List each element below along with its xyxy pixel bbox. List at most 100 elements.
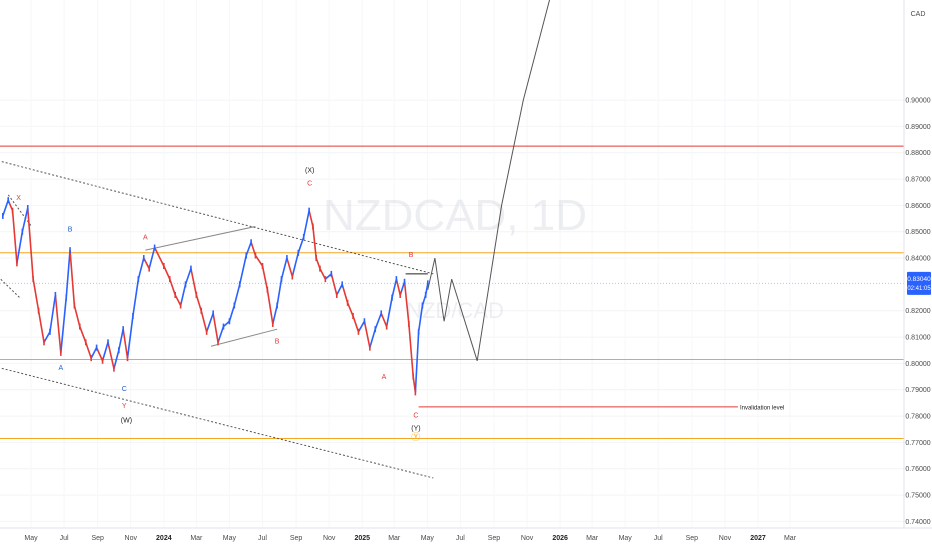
price-candle [302,234,305,241]
channel-trendline[interactable] [0,367,434,479]
price-candle [308,207,310,214]
price-segment [16,231,24,264]
projection-path[interactable] [427,0,551,361]
price-candle [54,291,57,298]
small-wedge-trendline[interactable] [0,277,20,298]
price-segment [417,305,424,332]
time-tick-label: May [223,535,237,542]
wedge-trendline[interactable] [210,328,278,347]
price-segment [122,329,129,359]
price-segment [37,310,45,343]
price-candle [233,302,236,309]
price-segment [217,326,225,343]
price-segment [403,281,410,324]
wave-label: (W) [121,418,132,425]
price-candle [427,280,429,287]
price-candle [113,365,115,372]
price-segment [190,268,198,296]
price-candle [385,323,388,330]
time-tick-label: Jul [258,535,267,542]
price-candle [254,252,257,259]
price-segment [324,273,332,280]
price-candle [168,276,171,283]
wedge-trendline[interactable] [145,225,256,251]
price-candle [142,255,145,262]
time-tick-label: May [24,535,38,542]
price-candle [32,276,34,283]
price-candle [380,310,383,317]
price-candle [315,255,317,262]
price-segment [414,331,420,393]
small-wedge-trendline[interactable] [7,194,32,227]
price-segment [153,247,165,267]
price-candle [395,276,398,283]
price-series [2,197,429,396]
countdown-timer: 02:41:05 [907,286,931,292]
price-candle [217,339,219,346]
price-segment [84,342,92,359]
price-axis[interactable]: 0.90000 0.89000 0.88000 0.87000 0.86000 0.850… [905,98,930,526]
price-tick-label: 0.88000 [905,150,930,157]
wave-label: B [275,339,280,346]
price-tick-label: 0.78000 [905,414,930,421]
price-candle [43,339,45,346]
current-price-tag: 0.83040 02:41:05 [907,271,931,295]
price-segment [195,294,202,311]
price-candle [335,291,338,298]
price-segment [238,255,248,285]
price-tick-label: 0.82000 [905,308,930,315]
price-candle [266,286,269,293]
channel-trendline[interactable] [0,160,434,275]
price-segment [336,284,343,296]
price-tick-label: 0.84000 [905,256,930,263]
price-candle [184,281,187,288]
price-segment [54,294,62,353]
wave-label: A [58,365,63,372]
price-tick-label: 0.75000 [905,493,930,500]
price-segment [179,284,187,306]
price-segment [118,329,124,351]
price-candle [179,302,182,309]
time-tick-label: 2025 [354,535,370,542]
price-tick-label: 0.79000 [905,387,930,394]
price-candle [330,270,333,277]
price-candle [212,310,214,317]
price-segment [2,199,9,217]
price-segment [391,278,398,298]
price-candle [126,355,129,362]
time-axis[interactable]: May Jul Sep Nov 2024 Mar May Jul Sep Nov 2025 Mar Ma… [24,535,796,542]
price-candle [286,255,288,262]
price-candle [195,291,198,298]
price-candle [291,273,294,280]
price-segment [132,279,140,317]
price-segment [363,321,371,348]
price-candle [107,339,109,346]
price-segment [261,265,269,290]
price-tick-label: 0.80000 [905,361,930,368]
wave-label: B [68,227,73,234]
price-candle [78,323,81,330]
wave-label: C [122,386,127,393]
time-tick-label: 2026 [552,535,568,542]
price-candle [163,262,165,269]
price-segment [148,247,156,269]
price-segment [380,313,388,327]
price-candle [65,294,68,301]
price-candle [412,373,415,380]
price-segment [222,320,230,328]
price-candle [369,344,371,351]
price-segment [21,207,29,232]
price-segment [79,326,87,343]
price-segment [312,226,317,259]
price-candle [276,302,278,309]
price-grid [0,99,904,522]
time-tick-label: Nov [125,535,138,542]
price-segment [73,305,81,327]
price-candle [16,260,18,267]
price-segment [374,313,382,330]
price-segment [408,323,415,377]
price-candle [118,347,120,354]
price-candle [153,244,156,251]
price-segment [107,342,115,369]
